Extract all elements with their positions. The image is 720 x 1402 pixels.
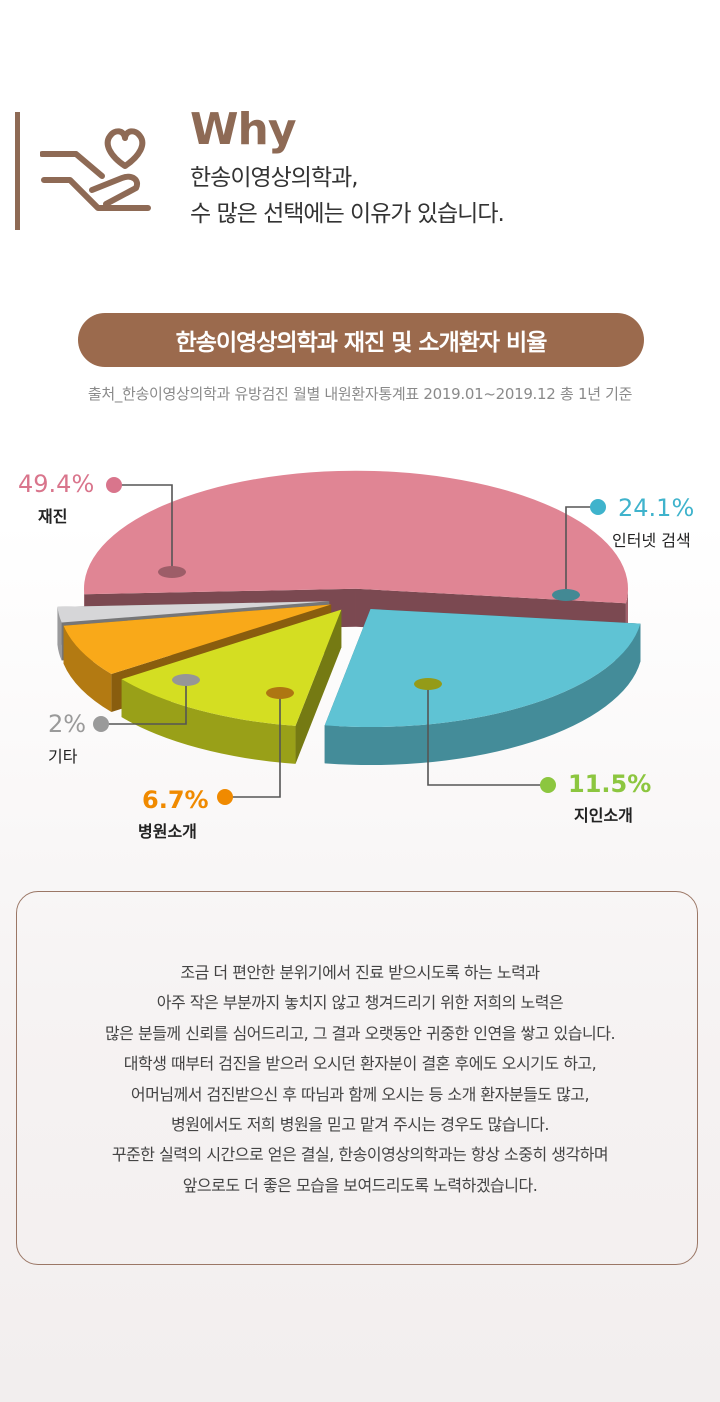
subtitle-line-2: 수 많은 선택에는 이유가 있습니다. — [190, 201, 505, 227]
slice-category-label: 인터넷 검색 — [612, 531, 691, 550]
slice-top — [57, 601, 330, 623]
pie-chart-svg — [57, 470, 641, 805]
pie-slice — [324, 609, 641, 766]
slice-anchor-mark — [552, 589, 580, 601]
slice-anchor-mark — [158, 566, 186, 578]
slice-anchor-mark — [414, 678, 442, 690]
chart-title-banner: 한송이영상의학과 재진 및 소개환자 비율 — [78, 313, 644, 367]
slice-percent-label: 2% — [48, 710, 87, 738]
slice-outer-wall — [57, 606, 62, 661]
slice-top — [324, 609, 641, 728]
leader-line — [114, 484, 173, 572]
slice-percent-label: 6.7% — [142, 786, 209, 814]
description-line: 어머님께서 검진받으신 후 따님과 함께 오시는 등 소개 환자분들도 많고, — [130, 1084, 590, 1104]
chart-source-note: 출처_한송이영상의학과 유방검진 월별 내원환자통계표 2019.01~2019… — [87, 385, 633, 403]
description-line: 조금 더 편안한 분위기에서 진료 받으시도록 하는 노력과 — [180, 963, 540, 982]
description-box — [16, 891, 698, 1265]
slice-anchor-mark — [172, 674, 200, 686]
leader-line — [101, 680, 187, 725]
slice-top — [63, 604, 332, 675]
slice-anchor-mark — [266, 687, 294, 699]
leader-line — [427, 684, 548, 786]
leader-line — [225, 693, 281, 798]
pie-chart: 49.4% 재진 24.1% 인터넷 검색 11.5% 지인소개 6.7% 병원소개 2% 기타 — [0, 430, 720, 870]
description-line: 많은 분들께 신뢰를 심어드리고, 그 결과 오랫동안 귀중한 인연을 쌓고 있… — [104, 1023, 616, 1043]
section-title: Why — [190, 104, 297, 155]
legend-dot — [93, 716, 109, 732]
accent-bar — [15, 112, 20, 230]
legend-dot — [106, 477, 122, 493]
slice-percent-label: 49.4% — [18, 470, 95, 498]
leader-line — [565, 506, 598, 595]
description-line: 앞으로도 더 좋은 모습을 보여드리도록 노력하겠습니다. — [182, 1175, 538, 1195]
description-line: 병원에서도 저희 병원을 믿고 맡겨 주시는 경우도 많습니다. — [171, 1115, 549, 1134]
slice-category-label: 기타 — [48, 747, 78, 766]
legend-dot — [590, 499, 606, 515]
legend-dot — [217, 789, 233, 805]
description-line: 아주 작은 부분까지 놓치지 않고 챙겨드리기 위한 저희의 노력은 — [156, 993, 564, 1013]
slice-percent-label: 24.1% — [618, 494, 695, 522]
description-line: 대학생 때부터 검진을 받으러 오시던 환자분이 결혼 후에도 오시기도 하고, — [123, 1054, 597, 1074]
legend-dot — [540, 777, 556, 793]
slice-percent-label: 11.5% — [568, 770, 652, 798]
slice-outer-wall — [324, 623, 641, 766]
slice-category-label: 재진 — [38, 507, 68, 526]
slice-category-label: 병원소개 — [138, 822, 197, 841]
slice-top — [83, 470, 628, 604]
slice-outer-wall — [63, 625, 112, 713]
subtitle-line-1: 한송이영상의학과, — [190, 165, 359, 191]
slice-category-label: 지인소개 — [574, 806, 633, 825]
description-line: 꾸준한 실력의 시간으로 얻은 결실, 한송이영상의학과는 항상 소중히 생각하… — [111, 1145, 609, 1165]
heart-hand-icon — [40, 128, 151, 211]
slice-outer-wall — [121, 679, 296, 764]
